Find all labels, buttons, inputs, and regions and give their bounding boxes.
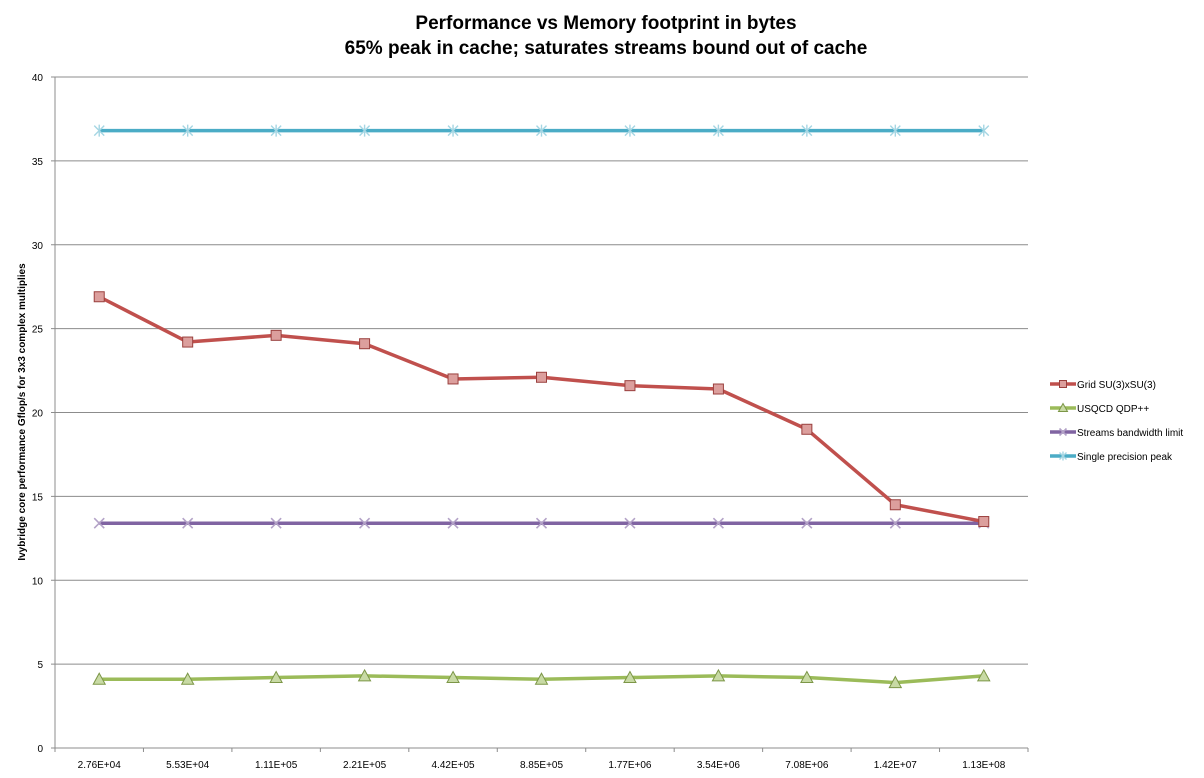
data-point: [624, 380, 636, 392]
legend-label: Grid SU(3)xSU(3): [1077, 380, 1156, 391]
legend-item: Grid SU(3)xSU(3): [1050, 380, 1156, 391]
data-point: [976, 668, 991, 682]
data-point: [800, 670, 814, 684]
data-point: [624, 124, 636, 137]
chart-subtitle: 65% peak in cache; saturates streams bou…: [345, 38, 868, 59]
series-streams-bandwidth-limit: [93, 517, 990, 529]
data-point: [182, 336, 194, 348]
legend-item: USQCD QDP++: [1050, 402, 1149, 415]
data-point: [182, 517, 194, 529]
data-point: [93, 291, 105, 303]
data-point: [270, 517, 282, 529]
data-point: [182, 124, 194, 137]
y-axis-label: Ivybridge core performance Gflop/s for 3…: [17, 263, 28, 561]
data-point: [1059, 380, 1067, 388]
data-point: [92, 672, 107, 685]
data-point: [359, 517, 371, 529]
data-point: [801, 517, 813, 529]
data-point: [712, 517, 724, 529]
x-tick-label: 5.53E+04: [166, 760, 210, 771]
data-point: [93, 124, 105, 137]
y-tick-label: 35: [32, 157, 44, 168]
data-point: [888, 675, 903, 689]
x-tick-label: 2.76E+04: [78, 760, 122, 771]
data-point: [447, 517, 459, 529]
data-point: [359, 338, 371, 350]
data-point: [624, 517, 636, 529]
y-tick-label: 15: [32, 492, 44, 503]
data-point: [534, 672, 549, 685]
data-point: [269, 670, 283, 684]
axes: 0 5 10 15 20 25 30 35 40 2.76E+04 5.53E+04 1.11E+05…: [32, 73, 1029, 771]
legend-item: Streams bandwidth limit: [1050, 427, 1183, 439]
x-tick-label: 1.13E+08: [962, 760, 1006, 771]
data-point: [1057, 402, 1069, 412]
data-point: [446, 670, 460, 684]
data-point: [180, 672, 195, 685]
x-tick-label: 4.42E+05: [431, 760, 475, 771]
x-tick-label: 2.21E+05: [343, 760, 387, 771]
data-point: [536, 371, 547, 383]
legend-item: Single precision peak: [1050, 451, 1173, 463]
data-point: [1058, 427, 1068, 437]
data-point: [270, 124, 282, 137]
data-point: [447, 124, 459, 137]
series-group: [92, 124, 991, 689]
data-point: [357, 668, 372, 682]
data-point: [359, 124, 371, 137]
gridlines: [55, 76, 1028, 665]
data-point: [801, 124, 813, 137]
data-point: [801, 423, 813, 435]
x-tick-label: 8.85E+05: [520, 760, 564, 771]
y-tick-label: 10: [32, 576, 44, 587]
data-point: [712, 124, 724, 137]
data-point: [536, 124, 547, 137]
data-point: [535, 517, 548, 529]
data-point: [1059, 451, 1067, 461]
data-point: [978, 516, 990, 528]
legend-label: Single precision peak: [1077, 452, 1173, 463]
legend: Grid SU(3)xSU(3) USQCD QDP++ Streams bandw…: [1050, 380, 1183, 463]
y-tick-label: 40: [32, 73, 44, 84]
x-tick-label: 7.08E+06: [785, 760, 829, 771]
series-line: [98, 295, 985, 524]
x-tick-label: 3.54E+06: [697, 760, 741, 771]
legend-label: USQCD QDP++: [1077, 404, 1149, 415]
y-tick-label: 30: [32, 241, 44, 252]
y-tick-label: 20: [32, 409, 44, 420]
data-point: [889, 517, 901, 529]
x-tick-label: 1.42E+07: [874, 760, 918, 771]
data-point: [712, 383, 724, 395]
data-point: [93, 517, 105, 529]
series-grid-su-3-xsu-3-: [93, 291, 990, 528]
series-single-precision-peak: [93, 124, 990, 137]
legend-label: Streams bandwidth limit: [1077, 428, 1183, 439]
y-tick-label: 25: [32, 325, 44, 336]
y-tick-label: 5: [37, 660, 43, 671]
x-tick-label: 1.11E+05: [255, 760, 298, 771]
y-tick-label: 0: [37, 744, 43, 755]
series-usqcd-qdp-: [92, 668, 991, 689]
chart-title: Performance vs Memory footprint in bytes: [415, 13, 796, 34]
data-point: [889, 124, 901, 137]
data-point: [623, 670, 637, 684]
data-point: [270, 329, 282, 341]
data-point: [711, 668, 726, 682]
x-tick-label: 1.77E+06: [608, 760, 652, 771]
data-point: [447, 373, 459, 385]
data-point: [978, 124, 990, 137]
data-point: [889, 499, 901, 511]
